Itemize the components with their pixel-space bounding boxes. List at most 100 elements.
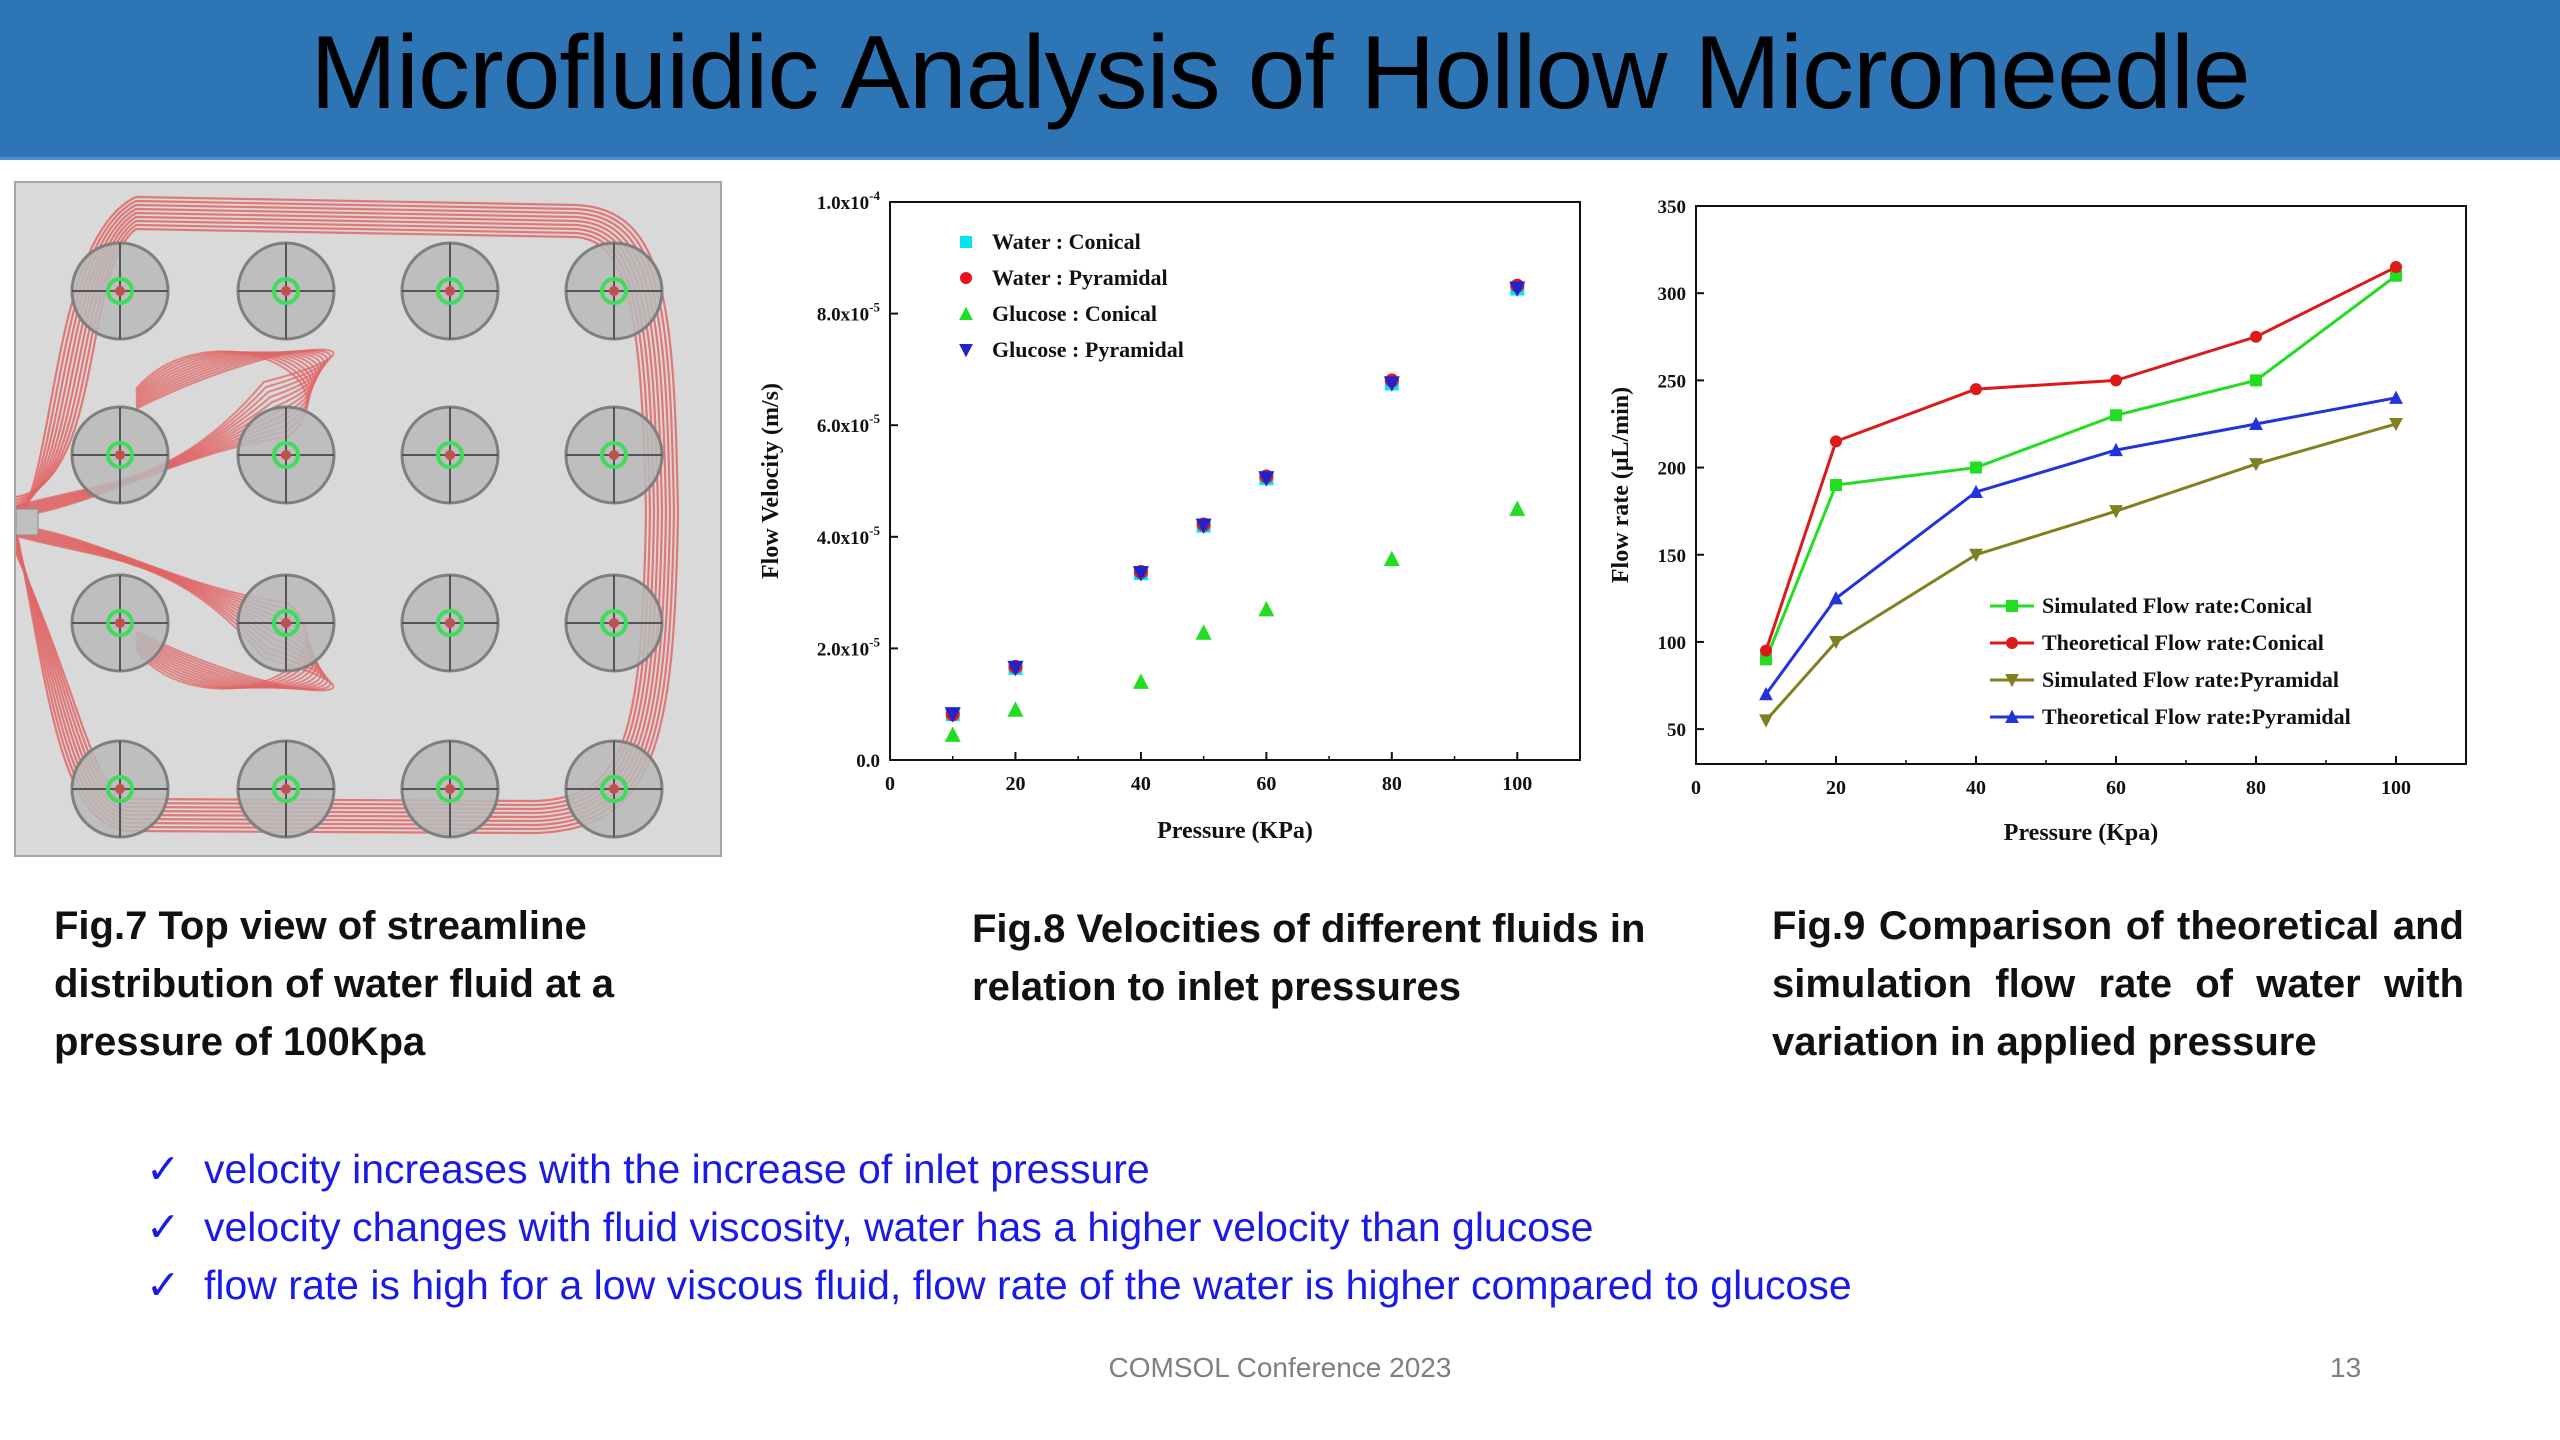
check-icon: ✓ xyxy=(146,1262,181,1308)
data-point xyxy=(2390,269,2402,282)
y-tick-label: 200 xyxy=(1658,459,1687,480)
fig7-caption: Fig.7 Top view of streamline distributio… xyxy=(54,904,614,1064)
conclusion-item: ✓ velocity changes with fluid viscosity, … xyxy=(146,1198,1852,1256)
legend-marker xyxy=(960,236,972,248)
y-tick-label: 1.0x10-4 xyxy=(817,188,881,214)
legend: Water : Conical Water : Pyramidal Glucose … xyxy=(959,229,1184,362)
legend-marker xyxy=(2005,674,2019,688)
microneedle xyxy=(70,573,170,673)
y-tick-label: 8.0x10-5 xyxy=(817,300,881,326)
x-tick-label: 20 xyxy=(1005,773,1025,795)
bore-ring xyxy=(600,609,628,637)
legend-marker xyxy=(2006,637,2018,649)
data-point xyxy=(2249,458,2263,472)
data-point xyxy=(1509,500,1526,516)
data-point xyxy=(1132,566,1149,582)
bore-center xyxy=(281,286,291,296)
conclusion-text: velocity increases with the increase of … xyxy=(204,1146,1150,1192)
legend-label: Theoretical Flow rate:Pyramidal xyxy=(2042,704,2351,729)
fig8-caption: Fig.8 Velocities of different fluids in … xyxy=(972,907,1646,1009)
microneedle xyxy=(70,241,170,341)
microneedle xyxy=(564,573,664,673)
x-tick-label: 80 xyxy=(2246,777,2266,799)
legend-marker xyxy=(2005,709,2019,723)
bore-ring xyxy=(272,609,300,637)
data-point xyxy=(2250,330,2262,343)
legend-label: Glucose : Pyramidal xyxy=(992,337,1184,362)
data-point xyxy=(1383,550,1400,567)
x-tick-label: 60 xyxy=(1256,773,1276,795)
bore-center xyxy=(445,286,455,296)
bore-ring xyxy=(600,775,628,803)
bore-ring xyxy=(272,277,300,305)
series-line xyxy=(1764,274,2397,660)
y-tick-label: 6.0x10-5 xyxy=(817,411,881,437)
data-point xyxy=(1007,660,1024,677)
bore-ring xyxy=(436,277,464,305)
bore-center xyxy=(281,784,291,794)
footer-text: COMSOL Conference 2023 xyxy=(1108,1352,1452,1383)
bore-center xyxy=(609,784,619,794)
bore-ring xyxy=(436,441,464,469)
legend-label: Theoretical Flow rate:Conical xyxy=(2042,630,2324,655)
bore-ring xyxy=(272,775,300,803)
bore-ring xyxy=(106,277,134,305)
y-tick-label: 2.0x10-5 xyxy=(817,634,881,660)
streamline-simulation-image xyxy=(14,181,722,857)
x-tick-label: 80 xyxy=(1382,773,1402,795)
check-icon: ✓ xyxy=(146,1146,181,1192)
bore-center xyxy=(445,450,455,460)
series-line xyxy=(1764,422,2397,722)
microneedle xyxy=(236,241,336,341)
data-point xyxy=(1760,653,1772,666)
bore-center xyxy=(281,450,291,460)
data-point xyxy=(1132,673,1149,689)
legend: Simulated Flow rate:Conical Theoretical F… xyxy=(1990,593,2351,729)
bore-center xyxy=(609,618,619,628)
data-point xyxy=(2110,374,2122,387)
streamline-drawing xyxy=(16,195,680,839)
plot-frame xyxy=(1695,205,2467,765)
data-point xyxy=(1760,644,1772,657)
bore-center xyxy=(115,618,125,628)
y-tick-label: 0.0 xyxy=(856,751,880,772)
bore-center xyxy=(445,618,455,628)
flow-rate-line-chart: 0 20 40 60 80 100 50 100 150 200 250 300 350 Pressure… xyxy=(1578,176,2478,866)
data-point xyxy=(1759,687,1773,701)
microneedle xyxy=(400,241,500,341)
microneedle xyxy=(564,739,664,839)
y-tick-label: 100 xyxy=(1658,633,1687,654)
x-axis-label: Pressure (KPa) xyxy=(1157,818,1313,844)
title-bar: Microfluidic Analysis of Hollow Micronee… xyxy=(0,0,2560,160)
data-point xyxy=(1970,383,1982,396)
microneedle xyxy=(400,573,500,673)
legend-label: Water : Pyramidal xyxy=(992,265,1168,290)
data-point xyxy=(1830,479,1842,491)
page-number: 13 xyxy=(2330,1352,2362,1383)
plot-frame xyxy=(889,201,1581,761)
series-line xyxy=(1764,265,2397,652)
data-point xyxy=(944,726,961,742)
bore-center xyxy=(115,286,125,296)
legend-label: Simulated Flow rate:Conical xyxy=(2042,593,2312,618)
microneedle-grid xyxy=(70,241,664,839)
series-simulated-flow-rate-conical xyxy=(1760,269,2402,666)
bore-ring xyxy=(600,277,628,305)
bore-ring xyxy=(106,775,134,803)
conclusion-text: flow rate is high for a low viscous flui… xyxy=(204,1262,1852,1308)
legend-marker xyxy=(2006,600,2018,612)
data-point xyxy=(2109,442,2123,457)
legend-marker xyxy=(959,344,973,358)
microneedle xyxy=(70,405,170,505)
data-point xyxy=(2109,505,2123,519)
y-axis-label: Flow rate (μL/min) xyxy=(1608,387,1634,583)
data-point xyxy=(2389,390,2403,404)
microneedle xyxy=(236,573,336,673)
series-glucose-pyramidal xyxy=(944,281,1526,723)
conclusion-list: ✓ velocity increases with the increase of… xyxy=(146,1140,1852,1314)
microneedle xyxy=(236,405,336,505)
series-theoretical-flow-rate-pyramidal xyxy=(1759,390,2403,701)
bore-ring xyxy=(600,441,628,469)
x-tick-label: 100 xyxy=(2381,777,2411,799)
x-axis-label: Pressure (Kpa) xyxy=(2004,820,2158,846)
